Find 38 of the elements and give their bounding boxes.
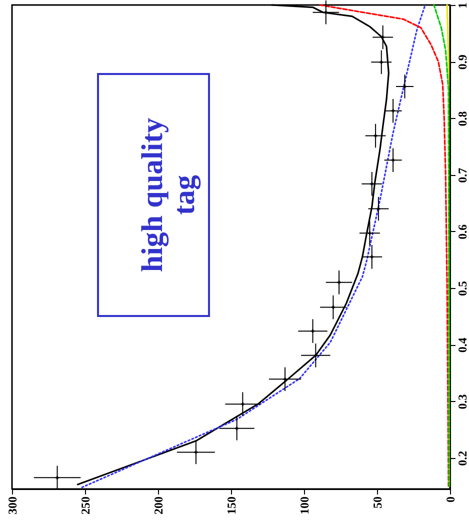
point (194, 450, 198, 454)
point (311, 329, 314, 333)
y-tick-label: 0.4 (456, 338, 469, 353)
y-tick-label: 0.7 (456, 168, 469, 183)
point (331, 306, 335, 310)
y-tick-label: 0.3 (456, 394, 469, 410)
x-tick-label: 150 (224, 496, 238, 514)
point (337, 280, 341, 284)
point (368, 231, 372, 235)
point (391, 109, 395, 113)
point (380, 60, 384, 64)
point (235, 426, 239, 430)
x-tick-label: 250 (78, 496, 92, 514)
point (56, 476, 59, 480)
point (391, 158, 395, 162)
x-tick-label: 0 (444, 496, 458, 502)
y-tick-label: 0.8 (456, 111, 469, 126)
x-tick-label: 300 (6, 496, 20, 514)
point (376, 207, 380, 211)
point (381, 36, 385, 39)
annotation: high quality tag (136, 118, 201, 272)
y-tick-label: 1 (456, 2, 469, 8)
x-tick-label: 50 (370, 496, 384, 508)
line-series (433, 4, 450, 487)
y-tick-label: 0.5 (456, 281, 469, 296)
point (370, 255, 374, 259)
y-tick-label: 0.2 (456, 450, 469, 466)
point (283, 377, 287, 381)
point (374, 134, 378, 138)
x-tick-label: 100 (298, 496, 312, 514)
y-tick-label: 0.9 (456, 54, 469, 70)
y-tick-label: 0.6 (456, 224, 469, 240)
point (324, 10, 328, 14)
line-series (319, 4, 450, 487)
point (314, 354, 318, 358)
x-tick-label: 200 (152, 496, 166, 514)
point (240, 402, 244, 406)
point (370, 182, 374, 186)
